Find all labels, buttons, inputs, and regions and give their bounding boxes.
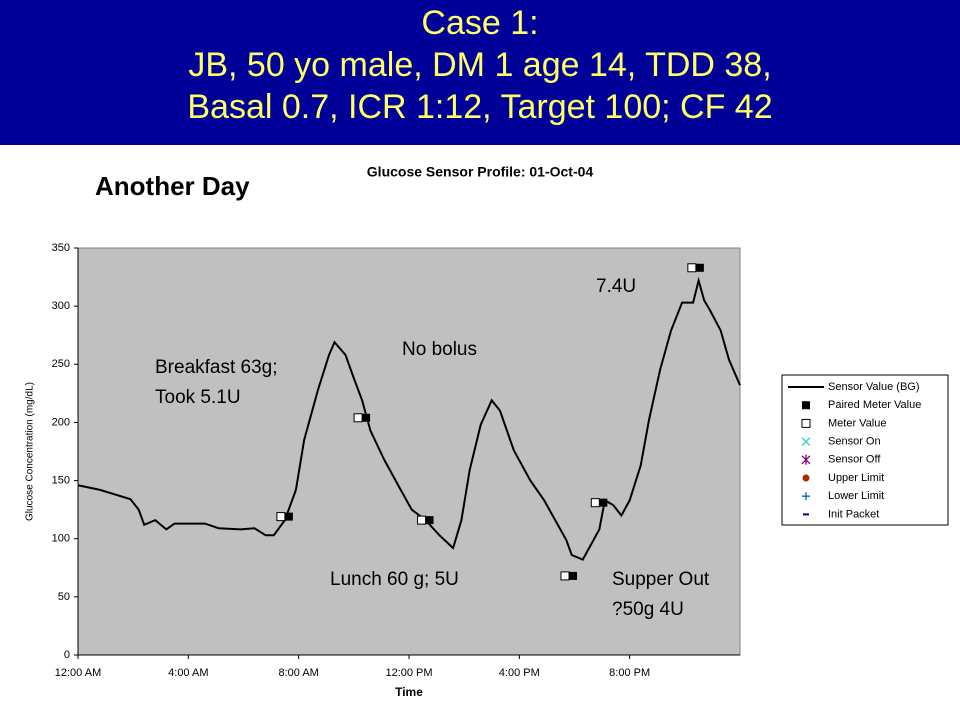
- annotation: Took 5.1U: [155, 387, 241, 408]
- x-tick-label: 8:00 AM: [278, 667, 318, 679]
- legend-label: Upper Limit: [828, 472, 884, 484]
- y-tick-label: 50: [58, 591, 70, 603]
- annotation: No bolus: [402, 339, 477, 360]
- y-tick-label: 150: [52, 474, 70, 486]
- marker: [802, 474, 810, 482]
- y-tick-label: 0: [64, 649, 70, 661]
- paired-meter-marker: [568, 571, 577, 580]
- x-tick-label: 4:00 PM: [499, 667, 540, 679]
- paired-meter-marker: [802, 401, 810, 410]
- paired-meter-marker: [284, 512, 293, 521]
- meter-marker: [276, 512, 286, 522]
- legend-label: Init Packet: [828, 508, 879, 520]
- meter-marker: [590, 498, 600, 508]
- annotation: ?50g 4U: [612, 599, 684, 620]
- annotation: Breakfast 63g;: [155, 357, 278, 378]
- meter-marker: [687, 263, 697, 273]
- x-tick-label: 8:00 PM: [609, 667, 650, 679]
- marker: [801, 437, 811, 447]
- legend-label: Sensor Off: [828, 454, 881, 466]
- legend-label: Meter Value: [828, 417, 887, 429]
- meter-marker: [560, 571, 570, 581]
- paired-meter-marker: [695, 263, 704, 272]
- meter-marker: [417, 515, 427, 525]
- annotation: 7.4U: [596, 276, 636, 297]
- y-tick-label: 350: [52, 242, 70, 254]
- legend-label: Sensor Value (BG): [828, 381, 920, 393]
- paired-meter-marker: [425, 516, 434, 525]
- marker: [801, 454, 811, 465]
- x-tick-label: 4:00 AM: [168, 667, 208, 679]
- marker: [802, 492, 810, 501]
- y-tick-label: 100: [52, 533, 70, 545]
- plot-area: [77, 247, 741, 656]
- meter-marker: [801, 418, 811, 428]
- y-axis-label: Glucose Concentration (mg/dL): [25, 382, 36, 521]
- y-tick-label: 300: [52, 300, 70, 312]
- header-line: Case 1:: [421, 4, 539, 42]
- chart: Another Day Glucose Sensor Profile: 01-O…: [25, 164, 949, 699]
- header-line: JB, 50 yo male, DM 1 age 14, TDD 38,: [188, 46, 772, 84]
- y-tick-label: 200: [52, 416, 70, 428]
- x-tick-label: 12:00 PM: [385, 667, 432, 679]
- x-tick-label: 12:00 AM: [55, 667, 101, 679]
- legend-box: [781, 374, 949, 526]
- meter-marker: [353, 413, 363, 423]
- x-axis-label: Time: [395, 685, 423, 699]
- header-line: Basal 0.7, ICR 1:12, Target 100; CF 42: [187, 88, 773, 126]
- legend-label: Paired Meter Value: [828, 399, 921, 411]
- sensor-line: [77, 276, 741, 561]
- chart-title: Glucose Sensor Profile: 01-Oct-04: [367, 164, 594, 180]
- annotation: Supper Out: [612, 569, 710, 590]
- subtitle: Another Day: [95, 171, 250, 201]
- annotation: Lunch 60 g; 5U: [330, 569, 459, 590]
- legend-label: Lower Limit: [828, 490, 884, 502]
- header: Case 1: JB, 50 yo male, DM 1 age 14, TDD…: [0, 0, 960, 145]
- legend-label: Sensor On: [828, 436, 881, 448]
- paired-meter-marker: [362, 413, 371, 422]
- y-tick-label: 250: [52, 358, 70, 370]
- paired-meter-marker: [599, 498, 608, 507]
